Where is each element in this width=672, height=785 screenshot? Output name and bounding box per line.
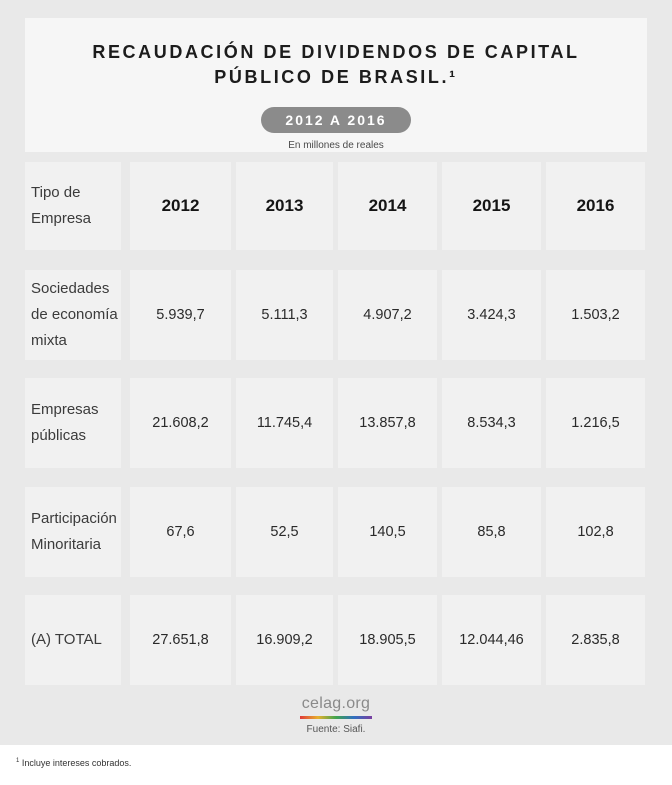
table-cell-value: 85,8 <box>442 487 541 577</box>
column-header-year: 2016 <box>546 162 645 250</box>
table-cell-value-text: 2.835,8 <box>571 632 620 648</box>
column-header-year-text: 2014 <box>368 196 407 215</box>
column-header-year-text: 2012 <box>161 196 200 215</box>
title-line-1: RECAUDACIÓN DE DIVIDENDOS DE CAPITAL <box>92 42 580 62</box>
footnote: 1 Incluye intereses cobrados. <box>16 758 131 768</box>
table-cell-value: 13.857,8 <box>338 378 437 468</box>
row-label-text: Empresas públicas <box>31 401 99 444</box>
header-box: RECAUDACIÓN DE DIVIDENDOS DE CAPITAL PÚB… <box>25 18 647 152</box>
table-cell-value: 4.907,2 <box>338 270 437 360</box>
table-cell-value-text: 27.651,8 <box>152 632 209 648</box>
row-label: (A) TOTAL <box>25 595 121 685</box>
table-cell-value: 21.608,2 <box>130 378 231 468</box>
table-cell-value-text: 52,5 <box>270 524 299 540</box>
table-cell-value: 27.651,8 <box>130 595 231 685</box>
table-cell-value-text: 102,8 <box>577 524 614 540</box>
table-cell-value: 11.745,4 <box>236 378 333 468</box>
table-cell-value-text: 16.909,2 <box>256 632 313 648</box>
column-header-year-text: 2016 <box>576 196 615 215</box>
row-label-text: Participación Minoritaria <box>31 510 117 553</box>
title-line-2: PÚBLICO DE BRASIL.¹ <box>214 67 458 87</box>
column-header-year-text: 2013 <box>265 196 304 215</box>
table-cell-value-text: 140,5 <box>369 524 406 540</box>
column-header-year: 2013 <box>236 162 333 250</box>
table-cell-value-text: 8.534,3 <box>467 415 516 431</box>
table-cell-value: 8.534,3 <box>442 378 541 468</box>
table-cell-value-text: 5.111,3 <box>261 307 308 323</box>
units-note: En millones de reales <box>288 140 384 151</box>
row-label-text: Sociedades de economía mixta <box>31 280 118 349</box>
column-header-year: 2015 <box>442 162 541 250</box>
table-cell-value: 1.503,2 <box>546 270 645 360</box>
footnote-mark: 1 <box>16 758 20 764</box>
period-badge: 2012 A 2016 <box>261 107 411 133</box>
table-cell-value: 2.835,8 <box>546 595 645 685</box>
table-cell-value-text: 21.608,2 <box>152 415 209 431</box>
table-cell-value-text: 18.905,5 <box>359 632 416 648</box>
table-cell-value-text: 3.424,3 <box>467 307 516 323</box>
table-cell-value: 12.044,46 <box>442 595 541 685</box>
table-cell-value: 1.216,5 <box>546 378 645 468</box>
table-cell-value-text: 11.745,4 <box>256 415 313 431</box>
celag-logo: celag.org <box>301 695 371 712</box>
table-cell-value: 67,6 <box>130 487 231 577</box>
table-cell-value: 3.424,3 <box>442 270 541 360</box>
row-label-text: (A) TOTAL <box>31 631 102 648</box>
column-header-year-text: 2015 <box>472 196 511 215</box>
table-cell-value: 18.905,5 <box>338 595 437 685</box>
table-cell-value-text: 4.907,2 <box>363 307 412 323</box>
table-cell-value-text: 13.857,8 <box>359 415 416 431</box>
row-label: Sociedades de economía mixta <box>25 270 121 360</box>
footnote-text: Incluye intereses cobrados. <box>21 758 132 768</box>
row-label: Empresas públicas <box>25 378 121 468</box>
column-header-year: 2014 <box>338 162 437 250</box>
table-cell-value-text: 12.044,46 <box>459 632 524 648</box>
table-cell-value-text: 1.503,2 <box>571 307 620 323</box>
table-cell-value: 102,8 <box>546 487 645 577</box>
table-cell-value: 16.909,2 <box>236 595 333 685</box>
table-cell-value-text: 67,6 <box>166 524 195 540</box>
column-header-type-text: Tipo de Empresa <box>31 184 92 227</box>
table-cell-value: 52,5 <box>236 487 333 577</box>
table-cell-value: 5.939,7 <box>130 270 231 360</box>
table-cell-value: 140,5 <box>338 487 437 577</box>
column-header-type: Tipo de Empresa <box>25 162 121 250</box>
table-cell-value-text: 1.216,5 <box>571 415 620 431</box>
table-cell-value: 5.111,3 <box>236 270 333 360</box>
column-header-year: 2012 <box>130 162 231 250</box>
table-cell-value-text: 5.939,7 <box>156 307 205 323</box>
row-label: Participación Minoritaria <box>25 487 121 577</box>
table-cell-value-text: 85,8 <box>477 524 506 540</box>
logo-color-bar <box>300 716 372 719</box>
source-note: Fuente: Siafi. <box>306 724 366 735</box>
